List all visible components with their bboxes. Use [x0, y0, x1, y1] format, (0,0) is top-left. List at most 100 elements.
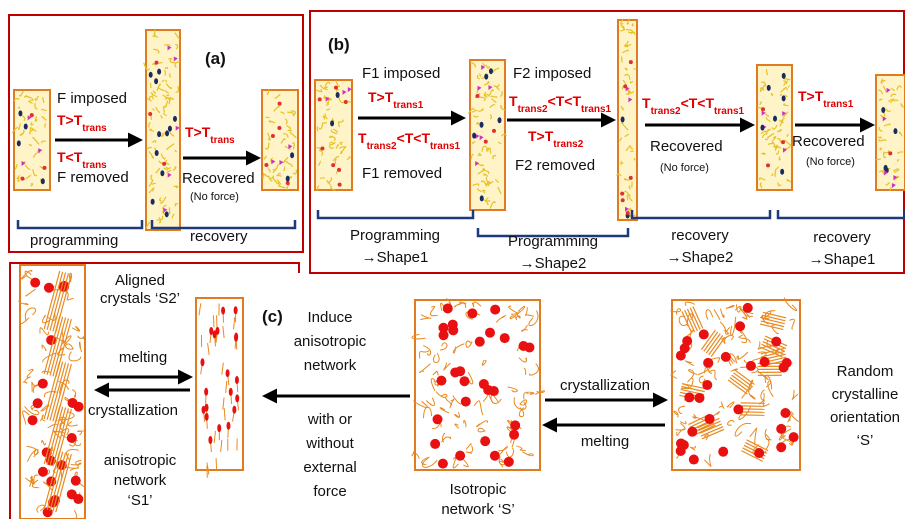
label: Aligned	[115, 272, 165, 289]
crosslink	[682, 336, 692, 346]
crosslink	[760, 357, 770, 367]
particle	[621, 198, 625, 202]
crosslink	[485, 328, 495, 338]
label: Recovered	[182, 170, 255, 187]
condition-part: T>T	[57, 112, 83, 128]
chain	[152, 93, 153, 95]
particle	[162, 162, 166, 166]
subscript: trans2	[651, 106, 681, 117]
label: recovery	[190, 228, 248, 245]
condition: T>Ttrans	[57, 112, 107, 134]
crosslink	[789, 432, 799, 442]
crosslink	[433, 414, 443, 424]
crosslink	[204, 388, 208, 396]
label: (c)	[262, 307, 283, 326]
crosslink	[733, 404, 743, 414]
label: Isotropic	[450, 481, 507, 498]
subscript: trans1	[581, 104, 611, 115]
crosslink	[621, 116, 625, 122]
crosslink	[44, 283, 54, 293]
label: Programming	[350, 227, 440, 244]
crosslink	[510, 420, 520, 430]
crosslink	[71, 476, 81, 486]
crosslink	[286, 176, 290, 182]
condition-part: T>T	[798, 88, 824, 104]
subscript: trans2	[553, 139, 583, 150]
crosslink	[41, 178, 45, 184]
particle	[42, 166, 46, 170]
label: anisotropic	[294, 333, 367, 350]
condition: T>Ttrans2	[528, 128, 584, 150]
particle	[334, 86, 338, 90]
crosslink	[205, 413, 209, 421]
crosslink	[780, 408, 790, 418]
crosslink	[17, 140, 21, 146]
crosslink	[448, 320, 458, 330]
crosslink	[779, 362, 789, 372]
label: (a)	[205, 49, 226, 68]
crosslink	[676, 351, 686, 361]
label: ‘S1’	[127, 492, 152, 509]
particle	[620, 192, 624, 196]
crosslink	[67, 433, 77, 443]
crosslink	[157, 131, 161, 137]
label: →Shape2	[667, 249, 734, 266]
crosslink	[38, 379, 48, 389]
label: network	[304, 357, 357, 374]
condition: T>Ttrans1	[368, 89, 424, 111]
crosslink	[679, 440, 689, 450]
crosslink	[232, 406, 236, 414]
label: F imposed	[57, 90, 127, 107]
crosslink	[721, 352, 731, 362]
label: orientation	[830, 409, 900, 426]
particle	[20, 177, 24, 181]
label: crystallization	[560, 377, 650, 394]
crosslink	[430, 439, 440, 449]
label: (No force)	[806, 156, 855, 168]
crosslink	[480, 436, 490, 446]
particle	[626, 211, 630, 215]
particle	[154, 61, 158, 65]
particle	[629, 60, 633, 64]
particle	[337, 168, 341, 172]
crosslink	[490, 451, 500, 461]
particle	[148, 112, 152, 116]
crosslink	[500, 333, 510, 343]
chain	[169, 207, 170, 213]
crosslink	[226, 422, 230, 430]
label: F2 removed	[515, 157, 595, 174]
label: (No force)	[190, 191, 239, 203]
particle	[264, 163, 268, 167]
crosslink	[24, 123, 28, 129]
crosslink	[235, 394, 239, 402]
label: crystals ‘S2’	[100, 290, 180, 307]
crosslink	[475, 337, 485, 347]
crosslink	[773, 116, 777, 122]
label: network	[114, 472, 167, 489]
particle	[781, 140, 785, 144]
chain	[35, 99, 36, 101]
crosslink	[154, 78, 158, 84]
crosslink	[234, 334, 238, 342]
label: force	[313, 483, 346, 500]
crosslink	[18, 110, 22, 116]
crosslink	[489, 386, 499, 396]
crosslink	[68, 398, 78, 408]
label: →Shape1	[809, 251, 876, 268]
condition: T<Ttrans	[57, 149, 107, 171]
chain	[18, 107, 19, 108]
subscript: trans	[82, 123, 107, 134]
crosslink	[30, 278, 40, 288]
label: without	[305, 435, 354, 452]
particle	[320, 146, 324, 150]
crosslink	[149, 72, 153, 78]
crosslink	[884, 165, 888, 171]
label: (b)	[328, 35, 350, 54]
condition: T>Ttrans1	[798, 88, 854, 110]
crosslink	[215, 327, 219, 335]
particle	[766, 163, 770, 167]
label: →Shape2	[520, 255, 587, 272]
crosslink	[234, 306, 238, 314]
crosslink	[28, 415, 38, 425]
crosslink	[443, 303, 453, 313]
